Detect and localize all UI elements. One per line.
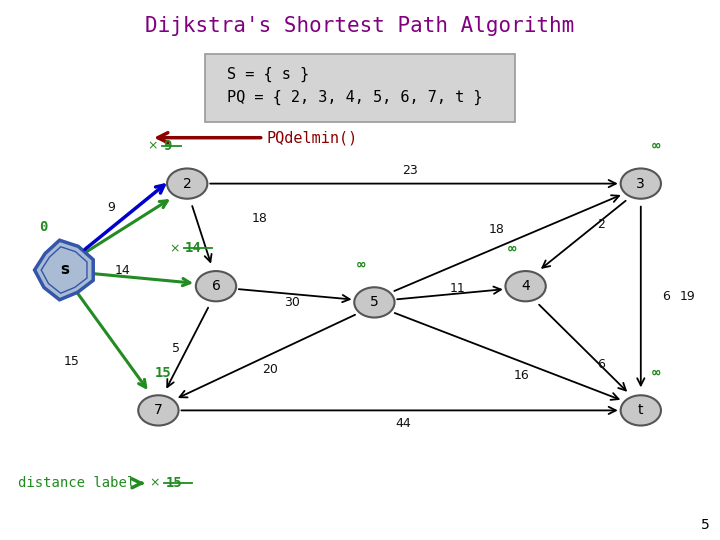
Circle shape (621, 395, 661, 426)
Text: t: t (638, 403, 644, 417)
Text: ∞: ∞ (356, 258, 365, 272)
Text: 19: 19 (680, 291, 696, 303)
Text: 6: 6 (212, 279, 220, 293)
Text: ×: × (169, 242, 180, 255)
Circle shape (354, 287, 395, 318)
Text: 20: 20 (262, 363, 278, 376)
Text: 5: 5 (172, 342, 181, 355)
Text: 15: 15 (166, 476, 182, 490)
Text: 6: 6 (662, 291, 670, 303)
Circle shape (138, 395, 179, 426)
Text: 18: 18 (251, 212, 267, 225)
Text: 44: 44 (395, 417, 411, 430)
Text: 2: 2 (183, 177, 192, 191)
Text: ×: × (150, 477, 161, 490)
Text: S = { s }: S = { s } (227, 66, 309, 82)
Text: ∞: ∞ (508, 241, 516, 255)
Text: 14: 14 (185, 241, 202, 255)
Circle shape (196, 271, 236, 301)
Text: 18: 18 (489, 223, 505, 236)
Circle shape (505, 271, 546, 301)
Text: 9: 9 (108, 201, 115, 214)
Text: 30: 30 (284, 296, 300, 309)
Circle shape (167, 168, 207, 199)
Text: 14: 14 (114, 264, 130, 276)
Text: 5: 5 (370, 295, 379, 309)
Text: ∞: ∞ (652, 139, 660, 153)
Text: s: s (60, 262, 69, 278)
Polygon shape (35, 240, 93, 300)
Circle shape (621, 168, 661, 199)
Text: 11: 11 (449, 282, 465, 295)
Text: 15: 15 (64, 355, 80, 368)
Text: ∞: ∞ (652, 366, 660, 380)
Text: 5: 5 (701, 518, 709, 532)
FancyBboxPatch shape (205, 54, 515, 122)
Text: 3: 3 (636, 177, 645, 191)
Text: 16: 16 (514, 369, 530, 382)
Text: 9: 9 (163, 139, 172, 153)
Text: 0: 0 (40, 220, 48, 234)
Text: ×: × (148, 139, 158, 152)
Text: PQdelmin(): PQdelmin() (158, 130, 358, 145)
Text: 6: 6 (598, 358, 605, 371)
Text: 15: 15 (155, 366, 171, 380)
Text: PQ = { 2, 3, 4, 5, 6, 7, t }: PQ = { 2, 3, 4, 5, 6, 7, t } (227, 90, 482, 105)
Text: 2: 2 (598, 218, 605, 231)
Text: distance label: distance label (18, 476, 142, 490)
Text: 7: 7 (154, 403, 163, 417)
Text: 23: 23 (402, 164, 418, 177)
Text: Dijkstra's Shortest Path Algorithm: Dijkstra's Shortest Path Algorithm (145, 16, 575, 36)
Text: 4: 4 (521, 279, 530, 293)
